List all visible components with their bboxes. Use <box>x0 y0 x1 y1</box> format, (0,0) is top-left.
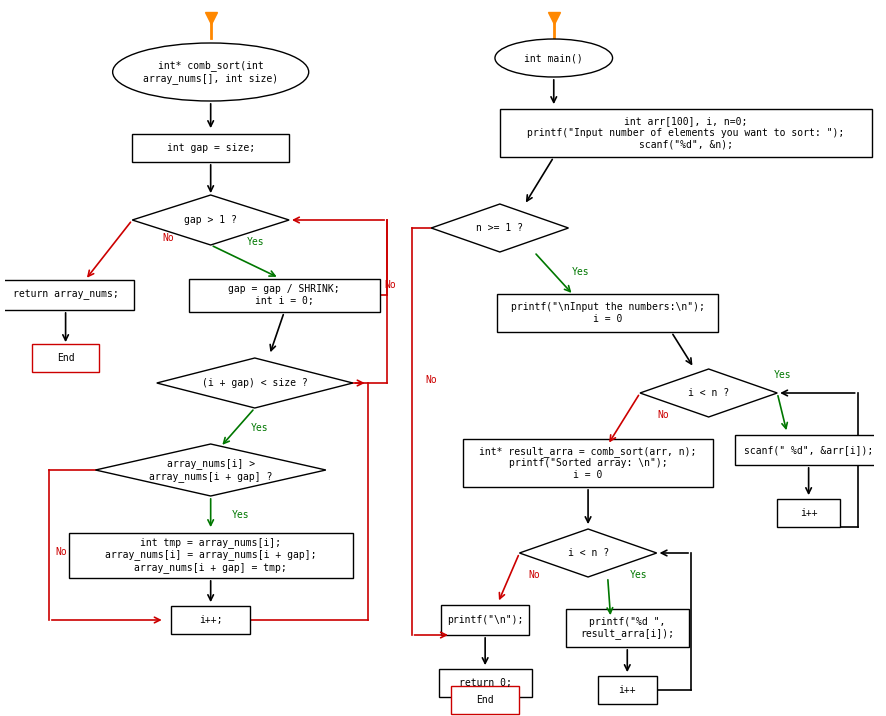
Bar <box>68 533 353 578</box>
Text: gap = gap / SHRINK;
int i = 0;: gap = gap / SHRINK; int i = 0; <box>228 284 339 306</box>
Polygon shape <box>96 444 325 496</box>
Text: printf("%d ",
result_arra[i]);: printf("%d ", result_arra[i]); <box>579 616 673 639</box>
Text: No: No <box>425 375 437 385</box>
Bar <box>500 109 871 157</box>
Text: i < n ?: i < n ? <box>567 548 608 558</box>
Bar <box>189 279 379 311</box>
Bar <box>0 280 134 310</box>
Text: (i + gap) < size ?: (i + gap) < size ? <box>202 378 307 388</box>
Ellipse shape <box>494 39 612 77</box>
Text: Yes: Yes <box>231 510 249 520</box>
Text: int main(): int main() <box>524 53 582 63</box>
Text: int arr[100], i, n=0;
printf("Input number of elements you want to sort: ");
sca: int arr[100], i, n=0; printf("Input numb… <box>527 117 843 150</box>
Text: scanf(" %d", &arr[i]);: scanf(" %d", &arr[i]); <box>743 445 872 455</box>
Bar <box>132 134 289 162</box>
Bar <box>440 605 529 635</box>
Text: i++;: i++; <box>198 615 222 625</box>
Text: No: No <box>384 280 395 290</box>
Bar <box>776 499 840 527</box>
Bar <box>32 344 99 372</box>
Polygon shape <box>640 369 776 417</box>
Bar <box>171 606 250 634</box>
Bar <box>597 676 656 704</box>
Text: No: No <box>528 570 540 580</box>
Polygon shape <box>132 195 289 245</box>
Polygon shape <box>431 204 568 252</box>
Text: End: End <box>476 695 494 705</box>
Text: int* comb_sort(int
array_nums[], int size): int* comb_sort(int array_nums[], int siz… <box>143 60 278 84</box>
Text: n >= 1 ?: n >= 1 ? <box>476 223 523 233</box>
Text: Yes: Yes <box>773 370 790 380</box>
Bar <box>734 435 882 465</box>
Text: No: No <box>657 410 669 420</box>
Polygon shape <box>157 358 353 408</box>
Text: No: No <box>56 547 67 557</box>
Text: i++: i++ <box>618 685 635 695</box>
Text: gap > 1 ?: gap > 1 ? <box>184 215 237 225</box>
Polygon shape <box>519 529 656 577</box>
Bar <box>462 439 712 487</box>
Bar <box>497 294 717 332</box>
Text: Yes: Yes <box>246 237 264 247</box>
Bar <box>565 609 688 647</box>
Text: array_nums[i] >
array_nums[i + gap] ?: array_nums[i] > array_nums[i + gap] ? <box>149 458 272 482</box>
Text: i < n ?: i < n ? <box>688 388 728 398</box>
Text: Yes: Yes <box>251 423 268 433</box>
Text: int gap = size;: int gap = size; <box>167 143 254 153</box>
Bar <box>438 669 531 697</box>
Text: i++: i++ <box>799 508 817 518</box>
Text: End: End <box>57 353 74 363</box>
Text: printf("\nInput the numbers:\n");
i = 0: printf("\nInput the numbers:\n"); i = 0 <box>510 302 703 324</box>
Text: return 0;: return 0; <box>458 678 511 688</box>
Ellipse shape <box>113 43 308 101</box>
Text: Yes: Yes <box>571 267 588 277</box>
Text: printf("\n");: printf("\n"); <box>447 615 523 625</box>
Bar <box>450 686 519 714</box>
Text: No: No <box>162 233 175 243</box>
Text: int* result_arra = comb_sort(arr, n);
printf("Sorted array: \n");
i = 0: int* result_arra = comb_sort(arr, n); pr… <box>478 446 696 480</box>
Text: Yes: Yes <box>630 570 647 580</box>
Text: return array_nums;: return array_nums; <box>12 290 119 300</box>
Text: int tmp = array_nums[i];
array_nums[i] = array_nums[i + gap];
array_nums[i + gap: int tmp = array_nums[i]; array_nums[i] =… <box>105 537 316 573</box>
